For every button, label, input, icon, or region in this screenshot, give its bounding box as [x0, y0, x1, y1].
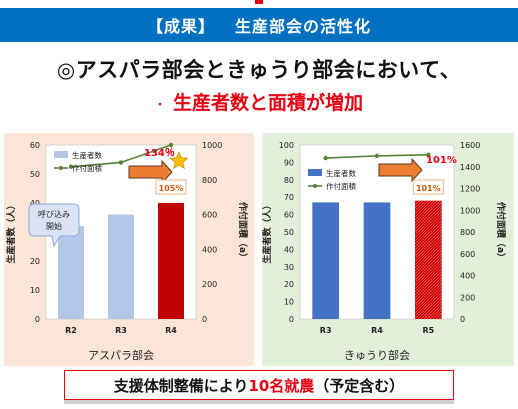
asp-y2-tick: 400 [202, 245, 217, 254]
asp-line-pct: 134％ [144, 147, 175, 159]
cuc-line-pct: 101% [426, 155, 457, 166]
asp-y2-tick: 1000 [202, 141, 222, 150]
asp-legend-line-marker [59, 166, 63, 170]
asp-y2-tick: 0 [202, 315, 207, 324]
cuc-bar [363, 202, 391, 319]
cuc-y-tick: 50 [284, 228, 294, 237]
asp-y2-tick: 200 [202, 280, 217, 289]
cuc-y-tick: 90 [284, 158, 294, 167]
cuc-bar-pct: 101% [416, 184, 441, 193]
asp-y-tick: 10 [30, 286, 40, 295]
cucumber-chart: 0102030405060708090100020040060080010001… [262, 141, 507, 362]
cuc-y2-tick: 0 [460, 315, 465, 324]
cuc-growth-arrow [378, 157, 423, 183]
cuc-bar [312, 202, 340, 319]
cuc-area-point [426, 152, 431, 157]
asp-panel-title: アスパラ部会 [88, 348, 154, 362]
cuc-y2-axis-label: 作付面積（a） [495, 202, 507, 262]
asp-x-tick: R2 [65, 326, 77, 335]
cuc-y2-tick: 800 [460, 228, 475, 237]
top-accent-mark [255, 0, 263, 4]
cuc-bar [414, 200, 442, 319]
cuc-legend-bar-swatch [308, 169, 322, 176]
asp-y2-tick: 800 [202, 176, 217, 185]
cuc-y-tick: 0 [289, 315, 294, 324]
cuc-y-tick: 70 [284, 193, 294, 202]
cuc-legend-bar-label: 生産者数 [326, 168, 356, 178]
asp-bar-pct: 105% [159, 184, 184, 193]
cuc-y-tick: 100 [279, 141, 294, 150]
asp-y-tick: 60 [30, 141, 40, 150]
asp-x-tick: R4 [165, 326, 177, 335]
asp-legend-line-label: 作付面積 [72, 163, 102, 173]
cuc-area-point [323, 155, 328, 161]
cuc-y2-tick: 1400 [460, 163, 480, 172]
cuc-area-point [374, 153, 380, 159]
asp-y2-axis-label: 作付面積（a） [237, 202, 249, 262]
asp-area-point [68, 164, 74, 169]
cuc-bar-pct-box [412, 179, 444, 195]
asp-y-tick: 0 [35, 315, 40, 324]
asp-bar [158, 203, 184, 319]
footer-suffix: （予定含む） [314, 376, 405, 395]
headline-bullet: ・ [154, 100, 165, 111]
asp-area-point [118, 160, 124, 165]
asp-callout-bubble [28, 203, 80, 248]
cuc-panel-title: きゅうり部会 [344, 348, 410, 362]
asp-legend-bar-swatch [54, 151, 68, 158]
cuc-y2-tick: 1600 [460, 141, 480, 150]
asp-area-point [168, 142, 174, 148]
cuc-legend-line-label: 作付面積 [326, 181, 356, 191]
asparagus-chart: 010203040506002004006008001000生産者数（人）作付面… [5, 141, 249, 362]
cuc-y-axis-label: 生産者数（人） [262, 200, 273, 263]
cuc-y-tick: 60 [284, 211, 294, 220]
header-label: 【成果】 [146, 17, 215, 36]
cuc-y-tick: 10 [284, 298, 294, 307]
asp-bar [108, 214, 134, 319]
cuc-y2-tick: 1200 [460, 185, 480, 194]
asp-callout-line2: 開始 [46, 221, 62, 231]
footer-summary: 支援体制整備により 10名就農 （予定含む） [64, 370, 454, 400]
asp-y-axis-label: 生産者数（人） [5, 200, 17, 263]
footer-highlight: 10名就農 [248, 376, 315, 395]
cuc-y-tick: 80 [284, 176, 294, 185]
asp-y-tick: 20 [30, 257, 40, 266]
cuc-y-tick: 20 [284, 280, 294, 289]
asp-legend-bar-label: 生産者数 [72, 150, 102, 160]
asp-bar [58, 226, 84, 319]
cuc-y-tick: 40 [284, 245, 294, 254]
cuc-y-tick: 30 [284, 263, 294, 272]
header-title: 生産部会の活性化 [235, 17, 372, 36]
footer-prefix: 支援体制整備により [113, 376, 249, 395]
asp-y2-tick: 600 [202, 211, 217, 220]
asp-bar-pct-box [155, 179, 187, 195]
asp-star-icon [169, 150, 189, 170]
cuc-x-tick: R5 [422, 326, 434, 335]
cuc-legend-line-marker [313, 184, 317, 188]
cuc-y2-tick: 600 [460, 250, 475, 259]
headline-line2-text: 生産者数と面積が増加 [172, 92, 363, 114]
asp-x-tick: R3 [115, 326, 127, 335]
headline-line2: ・生産者数と面積が増加 [0, 88, 518, 115]
footer-shadow [64, 400, 454, 404]
asp-callout-line1: 呼び込み [38, 209, 70, 219]
cuc-y2-tick: 400 [460, 272, 475, 281]
headline-line1: ◎アスパラ部会ときゅうり部会において、 [56, 58, 462, 82]
cuc-y2-tick: 1000 [460, 206, 480, 215]
cucumber-chart-panel: 0 10 20 30 40 50 60 70 80 90 100 0 200 400 600 800 1000 1… [262, 133, 514, 366]
cuc-x-tick: R3 [320, 326, 332, 335]
cuc-x-tick: R4 [371, 326, 383, 335]
header-bar: 【成果】 生産部会の活性化 [0, 8, 518, 42]
asparagus-chart-panel: 010203040506002004006008001000生産者数（人）作付面… [4, 133, 254, 366]
cuc-y2-tick: 200 [460, 293, 475, 302]
asp-y-tick: 50 [30, 170, 40, 179]
asp-growth-arrow [128, 159, 173, 185]
